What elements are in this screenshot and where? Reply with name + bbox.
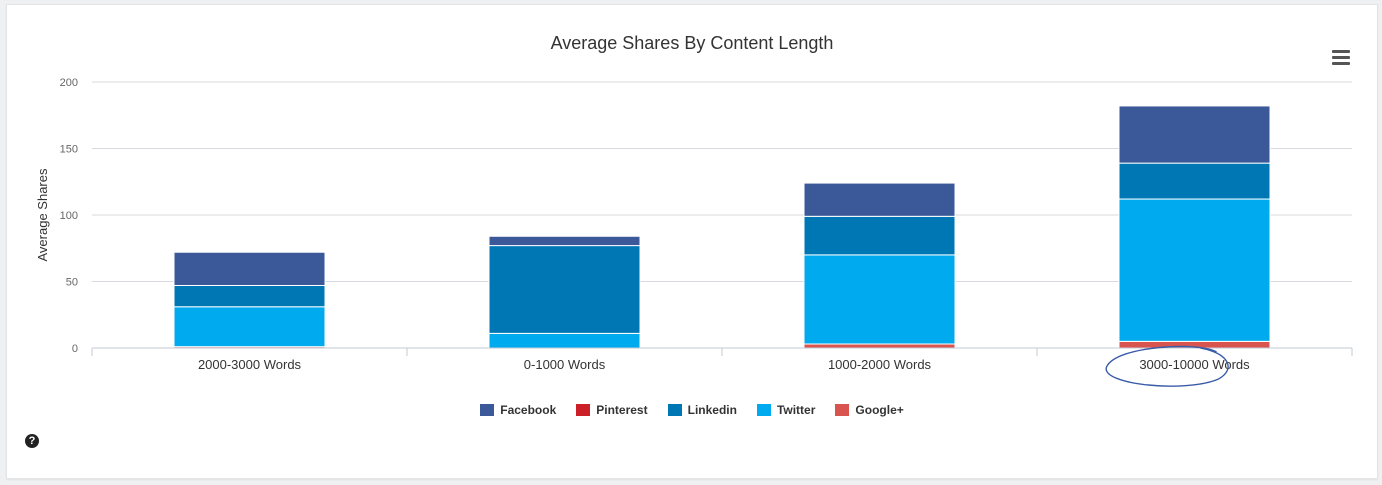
bar-segment-twitter[interactable]: [803, 254, 956, 345]
y-tick-label: 50: [66, 277, 78, 289]
bar-segment-facebook[interactable]: [173, 251, 326, 286]
x-tick-label: 1000-2000 Words: [828, 357, 932, 372]
bar-segment-twitter[interactable]: [173, 306, 326, 348]
bar-segment-linkedin[interactable]: [1118, 162, 1271, 200]
legend-item-twitter[interactable]: Twitter: [756, 403, 816, 417]
bar-segment-facebook[interactable]: [1118, 105, 1271, 164]
legend-swatch: [667, 404, 682, 416]
bar-segment-google-[interactable]: [803, 343, 956, 349]
legend-item-pinterest[interactable]: Pinterest: [576, 403, 648, 417]
legend-item-linkedin[interactable]: Linkedin: [667, 403, 737, 417]
x-tick-label: 2000-3000 Words: [198, 357, 302, 372]
legend-item-google-[interactable]: Google+: [835, 403, 904, 417]
legend: Facebook Pinterest Linkedin Twitter Google+: [7, 403, 1377, 417]
legend-swatch: [480, 404, 495, 416]
bar-segment-linkedin[interactable]: [488, 245, 641, 334]
bar-segment-facebook[interactable]: [488, 235, 641, 247]
legend-item-facebook[interactable]: Facebook: [480, 403, 556, 417]
legend-swatch: [835, 404, 850, 416]
bar-segment-linkedin[interactable]: [803, 215, 956, 256]
y-tick-label: 100: [60, 210, 78, 222]
legend-label: Linkedin: [687, 403, 737, 417]
y-axis-label: Average Shares: [35, 168, 50, 261]
bar-segment-facebook[interactable]: [803, 182, 956, 217]
bar-segment-twitter[interactable]: [488, 332, 641, 349]
bar-segment-twitter[interactable]: [1118, 198, 1271, 342]
x-tick-label: 3000-10000 Words: [1139, 357, 1250, 372]
legend-label: Pinterest: [596, 403, 648, 417]
hamburger-menu-icon[interactable]: [1332, 50, 1350, 66]
question-circle-icon[interactable]: ?: [25, 434, 39, 448]
legend-swatch: [576, 404, 591, 416]
y-tick-label: 0: [72, 343, 78, 355]
chart-card: Average Shares By Content Length 0 50 100 1…: [6, 4, 1378, 479]
annotations: [1105, 345, 1229, 387]
legend-label: Google+: [855, 403, 904, 417]
axes: 0 50 100 150 200 Average Shares 2000-3000 Word…: [35, 77, 1353, 372]
chart-title: Average Shares By Content Length: [550, 33, 834, 53]
legend-label: Twitter: [776, 403, 816, 417]
y-tick-label: 200: [60, 77, 78, 89]
annotation-circle: [1105, 345, 1229, 387]
y-tick-label: 150: [60, 144, 78, 156]
bar-segment-linkedin[interactable]: [173, 284, 326, 308]
legend-swatch: [756, 404, 771, 416]
bars: [173, 105, 1271, 349]
x-tick-label: 0-1000 Words: [524, 357, 606, 372]
chart-plot: 0 50 100 150 200 Average Shares 2000-3000 Word…: [35, 77, 1353, 387]
legend-label: Facebook: [500, 403, 557, 417]
